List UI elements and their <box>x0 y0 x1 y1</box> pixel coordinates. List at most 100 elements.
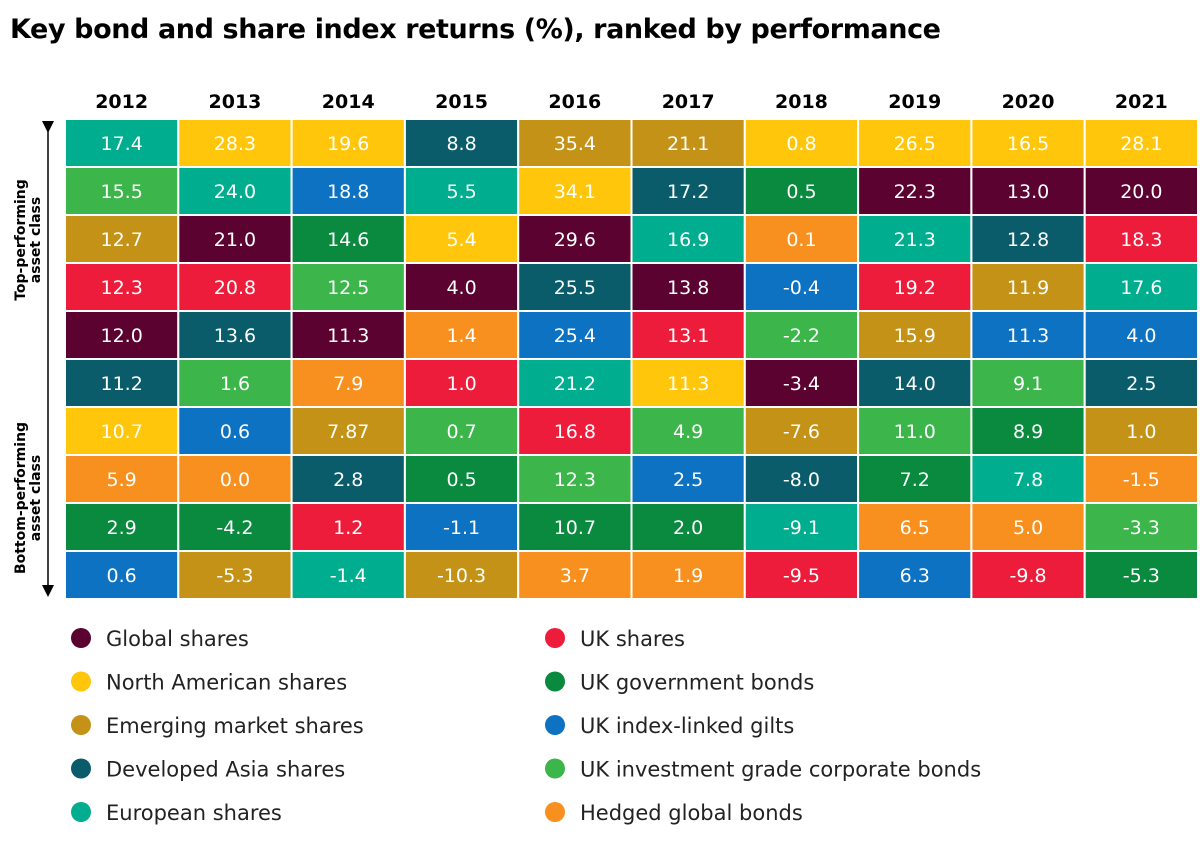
cell-value-2019-rank-5: 15.9 <box>894 325 936 347</box>
cell-2016-rank-5 <box>517 310 633 360</box>
cell-2017-rank-1 <box>630 118 746 168</box>
cell-2017-rank-10 <box>630 550 746 600</box>
ranking-grid: 17.4 15.5 12.7 12.3 12.0 11.2 10.7 5.9 2.9 0.6 28.… <box>64 118 1199 600</box>
performance-axis: Top-performing asset classBottom-performi… <box>13 121 54 597</box>
cell-value-2021-rank-9: -3.3 <box>1123 517 1160 539</box>
cell-value-2012-rank-8: 5.9 <box>107 469 137 491</box>
cell-value-2012-rank-3: 12.7 <box>100 229 142 251</box>
cell-2013-rank-2 <box>177 166 293 216</box>
cell-value-2017-rank-6: 11.3 <box>667 373 709 395</box>
cell-2016-rank-9 <box>517 502 633 552</box>
cell-value-2019-rank-7: 11.0 <box>894 421 936 443</box>
year-header-2021: 2021 <box>1115 91 1168 113</box>
cell-2018-rank-3 <box>743 214 860 264</box>
cell-2014-rank-10 <box>290 550 406 600</box>
cell-2015-rank-8 <box>403 454 520 504</box>
year-header-2020: 2020 <box>1002 91 1055 113</box>
cell-value-2021-rank-1: 28.1 <box>1120 133 1162 155</box>
cell-value-2016-rank-9: 10.7 <box>554 517 596 539</box>
cell-value-2017-rank-1: 21.1 <box>667 133 709 155</box>
cell-value-2019-rank-2: 22.3 <box>894 181 936 203</box>
cell-2021-rank-1 <box>1083 118 1199 168</box>
cell-value-2013-rank-3: 21.0 <box>214 229 256 251</box>
cell-2021-rank-5 <box>1083 310 1199 360</box>
cell-2017-rank-8 <box>630 454 746 504</box>
cell-2021-rank-10 <box>1083 550 1199 600</box>
cell-value-2021-rank-8: -1.5 <box>1123 469 1160 491</box>
cell-value-2012-rank-9: 2.9 <box>107 517 137 539</box>
cell-2020-rank-7 <box>970 406 1086 456</box>
legend-label-ems: Emerging market shares <box>106 714 364 738</box>
cell-value-2014-rank-2: 18.8 <box>327 181 369 203</box>
cell-value-2017-rank-4: 13.8 <box>667 277 709 299</box>
cell-2013-rank-9 <box>177 502 293 552</box>
year-header-2014: 2014 <box>322 91 375 113</box>
cell-2019-rank-9 <box>857 502 973 552</box>
cell-2019-rank-2 <box>857 166 973 216</box>
cell-2017-rank-2 <box>630 166 746 216</box>
legend-label-das: Developed Asia shares <box>106 758 345 782</box>
cell-value-2016-rank-8: 12.3 <box>554 469 596 491</box>
cell-value-2014-rank-3: 14.6 <box>327 229 369 251</box>
cell-value-2020-rank-8: 7.8 <box>1013 469 1043 491</box>
cell-2019-rank-3 <box>857 214 973 264</box>
legend-swatch-das <box>71 758 91 779</box>
cell-2020-rank-6 <box>970 358 1086 408</box>
cell-value-2015-rank-4: 4.0 <box>446 277 476 299</box>
cell-value-2020-rank-1: 16.5 <box>1007 133 1049 155</box>
cell-2017-rank-5 <box>630 310 746 360</box>
top-performing-label-line-2: asset class <box>28 197 44 283</box>
cell-value-2016-rank-4: 25.5 <box>554 277 596 299</box>
legend-swatch-ukc <box>545 758 565 779</box>
cell-2016-rank-10 <box>517 550 633 600</box>
cell-value-2015-rank-5: 1.4 <box>446 325 476 347</box>
cell-value-2017-rank-2: 17.2 <box>667 181 709 203</box>
cell-value-2012-rank-7: 10.7 <box>100 421 142 443</box>
cell-value-2013-rank-9: -4.2 <box>216 517 253 539</box>
bottom-performing-label-line-1: Bottom-performing <box>13 422 29 574</box>
cell-2013-rank-6 <box>177 358 293 408</box>
cell-value-2015-rank-7: 0.7 <box>446 421 476 443</box>
cell-value-2013-rank-2: 24.0 <box>214 181 256 203</box>
legend-label-gs: Global shares <box>106 627 249 651</box>
cell-value-2013-rank-4: 20.8 <box>214 277 256 299</box>
cell-2016-rank-3 <box>517 214 633 264</box>
year-header-2018: 2018 <box>775 91 828 113</box>
cell-2016-rank-8 <box>517 454 633 504</box>
bottom-performing-label-line-2: asset class <box>28 455 44 541</box>
cell-value-2020-rank-2: 13.0 <box>1007 181 1049 203</box>
cell-value-2015-rank-3: 5.4 <box>446 229 476 251</box>
cell-2018-rank-2 <box>743 166 860 216</box>
cell-2018-rank-4 <box>743 262 860 312</box>
cell-value-2017-rank-10: 1.9 <box>673 565 703 587</box>
cell-value-2018-rank-9: -9.1 <box>783 517 820 539</box>
cell-value-2019-rank-6: 14.0 <box>894 373 936 395</box>
legend-swatch-uks <box>545 628 565 648</box>
legend-swatch-hgb <box>545 802 565 822</box>
cell-2018-rank-8 <box>743 454 860 504</box>
cell-value-2021-rank-6: 2.5 <box>1126 373 1156 395</box>
cell-value-2019-rank-8: 7.2 <box>900 469 930 491</box>
cell-value-2021-rank-7: 1.0 <box>1126 421 1156 443</box>
cell-value-2012-rank-1: 17.4 <box>100 133 142 155</box>
cell-value-2021-rank-2: 20.0 <box>1120 181 1162 203</box>
bottom-performing-label: Bottom-performing asset class <box>13 422 44 574</box>
cell-2014-rank-6 <box>290 358 406 408</box>
cell-value-2015-rank-10: -10.3 <box>437 565 486 587</box>
cell-value-2018-rank-10: -9.5 <box>783 565 820 587</box>
cell-value-2014-rank-8: 2.8 <box>333 469 363 491</box>
cell-value-2018-rank-4: -0.4 <box>783 277 820 299</box>
cell-2013-rank-8 <box>177 454 293 504</box>
cell-value-2013-rank-5: 13.6 <box>214 325 256 347</box>
cell-2016-rank-1 <box>517 118 633 168</box>
cell-2013-rank-5 <box>177 310 293 360</box>
cell-value-2014-rank-10: -1.4 <box>330 565 367 587</box>
cell-2019-rank-10 <box>857 550 973 600</box>
cell-value-2019-rank-9: 6.5 <box>900 517 930 539</box>
cell-2021-rank-8 <box>1083 454 1199 504</box>
cell-2013-rank-4 <box>177 262 293 312</box>
cell-value-2021-rank-10: -5.3 <box>1123 565 1160 587</box>
year-header-2013: 2013 <box>209 91 262 113</box>
cell-value-2020-rank-7: 8.9 <box>1013 421 1043 443</box>
